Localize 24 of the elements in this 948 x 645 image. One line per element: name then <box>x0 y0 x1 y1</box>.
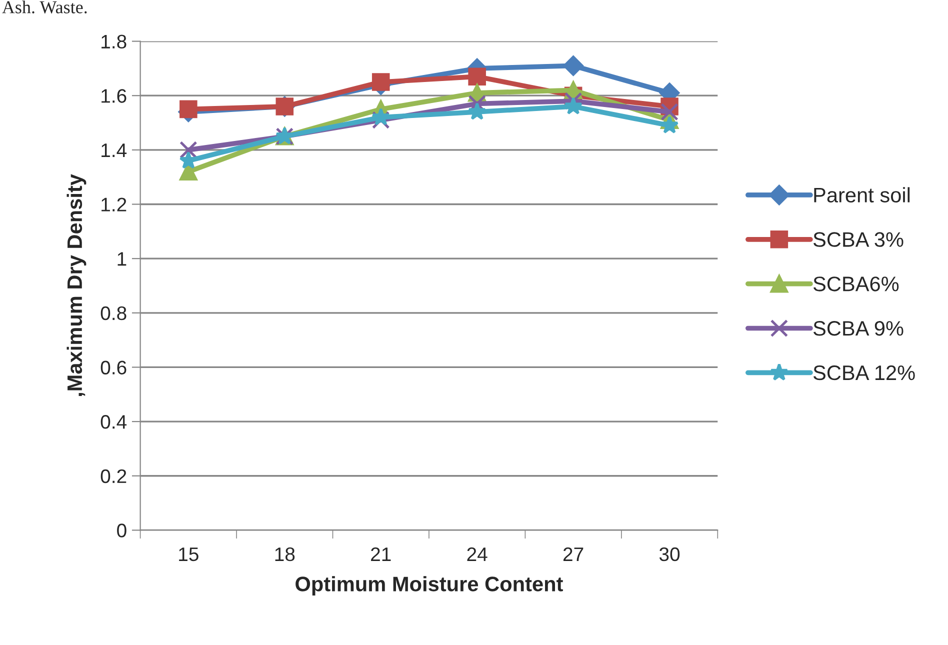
x-tick-label: 18 <box>275 547 295 562</box>
x-axis-title: Optimum Moisture Content <box>296 576 563 596</box>
legend-label: SCBA 9% <box>813 320 904 336</box>
y-tick-label: 0.8 <box>100 306 126 320</box>
legend-label: SCBA6% <box>813 276 899 292</box>
x-tick-label: 24 <box>467 547 488 561</box>
y-axis-title: ,Maximum Dry Density <box>66 174 86 396</box>
x-tick-label: 27 <box>563 547 584 561</box>
legend-label: SCBA 3% <box>813 232 904 247</box>
text: Ash. Waste. <box>2 0 87 14</box>
x-tick-label: 30 <box>659 547 680 562</box>
y-tick-label: 1 <box>118 252 126 266</box>
y-tick-label: 0.6 <box>100 360 126 374</box>
x-tick-label: 21 <box>371 547 391 561</box>
y-tick-label: 1.6 <box>102 89 126 103</box>
y-tick-label: 0.4 <box>100 415 127 429</box>
x-tick-label: 15 <box>179 548 198 562</box>
y-tick-label: 1.4 <box>102 144 127 157</box>
y-tick-label: 1.2 <box>102 198 126 212</box>
y-tick-label: 0.2 <box>100 469 126 484</box>
legend-label: SCBA 12% <box>813 365 915 380</box>
legend-label: Parent soil <box>814 187 910 202</box>
y-tick-label: 1.8 <box>102 34 126 49</box>
y-tick-label: 0 <box>117 524 126 538</box>
